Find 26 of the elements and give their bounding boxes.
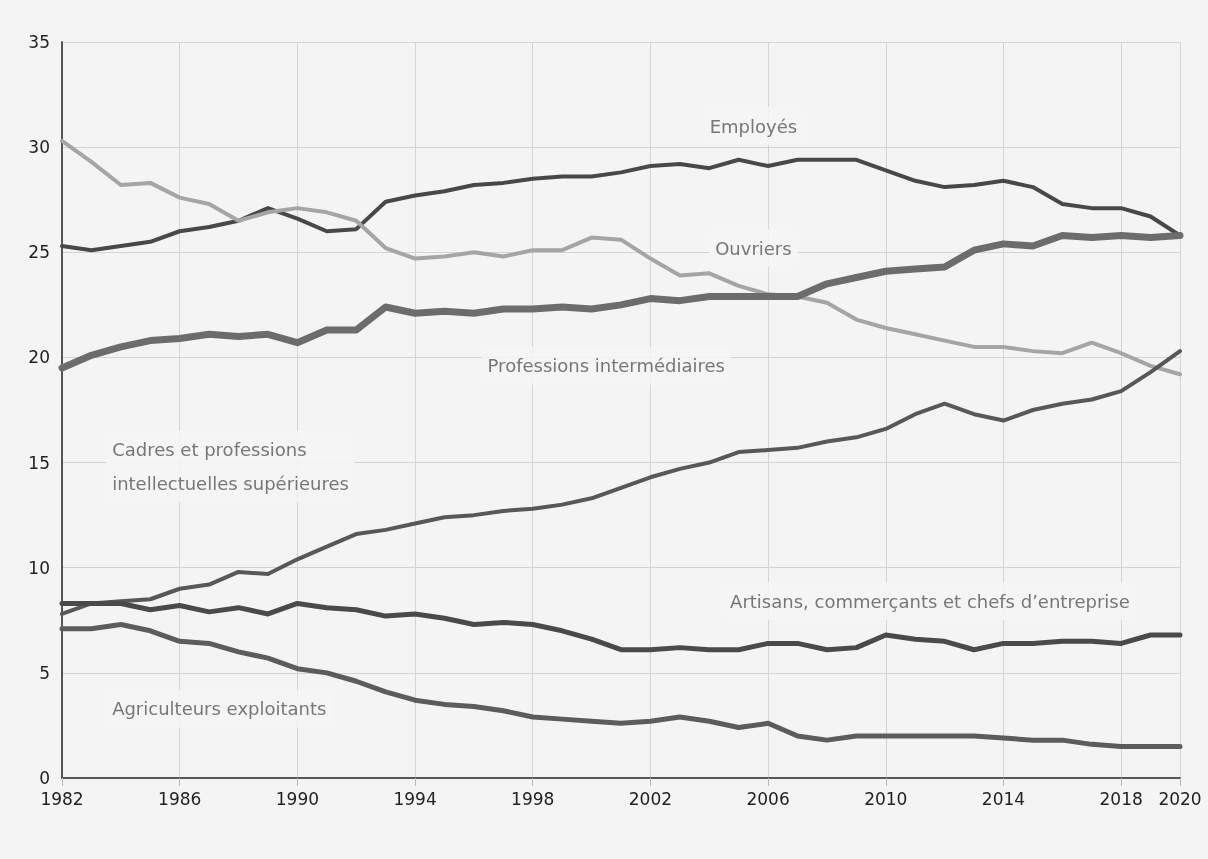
y-tick-label: 35 xyxy=(28,32,50,52)
y-tick-label: 15 xyxy=(28,452,50,473)
x-tick-label: 1990 xyxy=(275,788,319,809)
text: Professions intermédiaires xyxy=(487,355,725,377)
x-tick-label: 2006 xyxy=(746,788,790,809)
y-tick-label: 10 xyxy=(28,557,50,578)
x-tick-label: 1982 xyxy=(40,788,84,809)
x-tick-label: 2002 xyxy=(628,788,673,809)
line-series xyxy=(60,138,1182,377)
x-tick-label: 2018 xyxy=(1099,788,1143,809)
text: Cadres et professions intellectuelles supérieures xyxy=(112,439,349,495)
x-tick-label: 1998 xyxy=(511,788,555,809)
series-label: Agriculteurs exploitants xyxy=(112,698,327,720)
series-label: Ouvriers xyxy=(715,237,792,259)
x-tick-label: 1994 xyxy=(393,788,437,809)
y-tick-label: 30 xyxy=(28,137,50,158)
y-tick-label: 5 xyxy=(39,662,50,683)
x-tick-label: 1986 xyxy=(158,788,202,809)
y-tick-label: 0 xyxy=(39,768,50,788)
y-tick-label: 25 xyxy=(28,242,50,263)
y-tick-label: 20 xyxy=(28,347,50,368)
x-tick-label: 2020 xyxy=(1158,788,1202,809)
series-label: Employés xyxy=(709,115,798,137)
x-tick-label: 2014 xyxy=(981,788,1026,809)
x-tick-label: 2010 xyxy=(864,788,908,809)
series-label: Artisans, commerçants et chefs d’entreprise xyxy=(730,590,1130,612)
